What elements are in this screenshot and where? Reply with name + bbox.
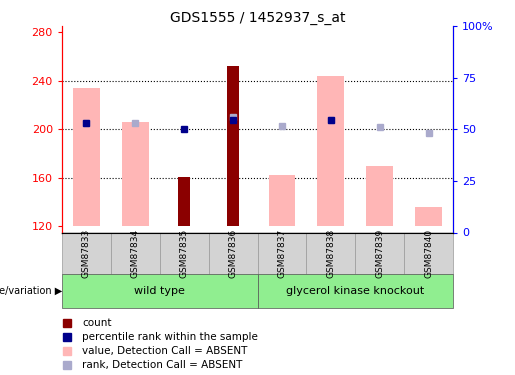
Title: GDS1555 / 1452937_s_at: GDS1555 / 1452937_s_at xyxy=(170,11,345,25)
Text: GSM87837: GSM87837 xyxy=(278,228,286,278)
Bar xyxy=(227,66,239,226)
Bar xyxy=(268,176,296,226)
Bar xyxy=(366,166,393,226)
Bar xyxy=(355,232,404,274)
Text: value, Detection Call = ABSENT: value, Detection Call = ABSENT xyxy=(82,346,248,356)
Text: genotype/variation ▶: genotype/variation ▶ xyxy=(0,286,62,296)
Bar xyxy=(160,232,209,274)
Bar xyxy=(178,177,190,226)
Text: GSM87836: GSM87836 xyxy=(229,228,237,278)
Text: count: count xyxy=(82,318,112,328)
Text: GSM87834: GSM87834 xyxy=(131,228,140,278)
Text: GSM87838: GSM87838 xyxy=(327,228,335,278)
Bar xyxy=(122,122,149,226)
Bar xyxy=(258,232,306,274)
Text: wild type: wild type xyxy=(134,286,185,296)
Text: GSM87835: GSM87835 xyxy=(180,228,188,278)
Bar xyxy=(73,88,100,226)
Text: percentile rank within the sample: percentile rank within the sample xyxy=(82,332,259,342)
Text: GSM87840: GSM87840 xyxy=(424,228,433,278)
Bar xyxy=(306,232,355,274)
Bar xyxy=(404,232,453,274)
Bar xyxy=(317,76,345,226)
Text: GSM87839: GSM87839 xyxy=(375,228,384,278)
Bar xyxy=(258,274,453,308)
Text: glycerol kinase knockout: glycerol kinase knockout xyxy=(286,286,424,296)
Bar xyxy=(209,232,258,274)
Bar xyxy=(111,232,160,274)
Text: GSM87833: GSM87833 xyxy=(82,228,91,278)
Bar xyxy=(62,274,258,308)
Text: rank, Detection Call = ABSENT: rank, Detection Call = ABSENT xyxy=(82,360,243,370)
Bar xyxy=(415,207,442,226)
Bar xyxy=(62,232,111,274)
